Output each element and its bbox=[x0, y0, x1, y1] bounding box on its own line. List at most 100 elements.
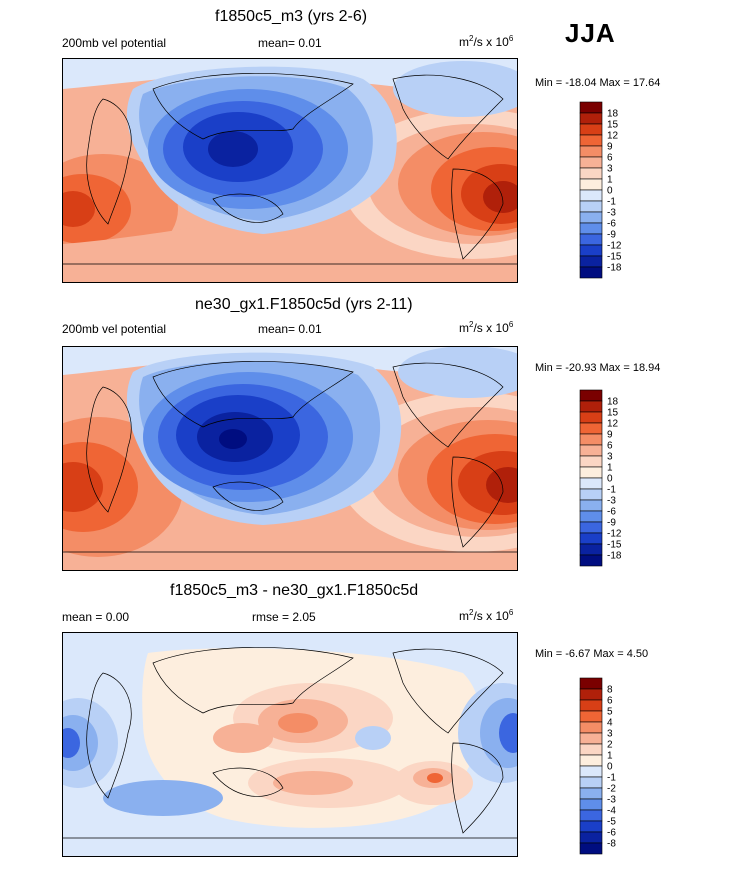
panel2-colorbar-tick-label: -9 bbox=[607, 518, 616, 529]
panel2-colorbar-tick-label: -15 bbox=[607, 540, 622, 551]
panel1-colorbar-tick-label: -15 bbox=[607, 252, 622, 263]
panel1-colorbar-tick-label: -1 bbox=[607, 197, 616, 208]
panel1-map bbox=[62, 58, 518, 283]
panel2-title: ne30_gx1.F1850c5d (yrs 2-11) bbox=[195, 296, 413, 313]
panel1-colorbar-tick-label: -9 bbox=[607, 230, 616, 241]
panel1-colorbar-swatch bbox=[579, 145, 603, 158]
panel3-colorbar-tick-label: 4 bbox=[607, 718, 613, 729]
panel1-minmax: Min = -18.04 Max = 17.64 bbox=[535, 77, 661, 89]
panel3-colorbar-swatch bbox=[579, 688, 603, 701]
panel2-colorbar-swatch bbox=[579, 488, 603, 501]
panel3-units: m2/s x 106 bbox=[459, 608, 514, 623]
panel3-colorbar-swatch bbox=[579, 787, 603, 800]
panel1-colorbar-tick-label: -18 bbox=[607, 263, 622, 274]
panel2-colorbar-swatch bbox=[579, 499, 603, 512]
panel2-colorbar-swatch bbox=[579, 532, 603, 545]
panel1-colorbar-tick-label: 9 bbox=[607, 142, 613, 153]
panel1-colorbar-swatch bbox=[579, 123, 603, 136]
panel3-minmax: Min = -6.67 Max = 4.50 bbox=[535, 648, 649, 660]
panel2-units: m2/s x 106 bbox=[459, 320, 514, 335]
panel2-colorbar-swatch bbox=[579, 554, 603, 567]
panel1-colorbar-swatch bbox=[579, 112, 603, 125]
panel2-colorbar-tick-label: -3 bbox=[607, 496, 616, 507]
panel2-minmax: Min = -20.93 Max = 18.94 bbox=[535, 362, 661, 374]
panel1-colorbar-swatch bbox=[579, 156, 603, 169]
season-label: JJA bbox=[565, 18, 616, 48]
panel1-colorbar-swatch bbox=[579, 233, 603, 246]
panel2-colorbar-swatch bbox=[579, 433, 603, 446]
panel2-colorbar-tick-label: -6 bbox=[607, 507, 616, 518]
panel1-colorbar-swatch bbox=[579, 189, 603, 202]
panel2-colorbar-swatch bbox=[579, 411, 603, 424]
panel2-colorbar-swatch bbox=[579, 543, 603, 556]
panel3-colorbar-tick-label: 6 bbox=[607, 696, 613, 707]
panel3-colorbar-swatch bbox=[579, 809, 603, 822]
panel3-colorbar-tick-label: -5 bbox=[607, 817, 616, 828]
panel3-colorbar-swatch bbox=[579, 732, 603, 745]
panel1-colorbar-swatch bbox=[579, 101, 603, 114]
panel3-title: f1850c5_m3 - ne30_gx1.F1850c5d bbox=[170, 582, 419, 599]
panel1-colorbar-tick-label: -12 bbox=[607, 241, 622, 252]
panel3-colorbar-tick-label: -4 bbox=[607, 806, 616, 817]
panel3-map bbox=[62, 632, 518, 857]
panel1-mean-label: mean= 0.01 bbox=[258, 36, 322, 50]
panel1-colorbar-swatch bbox=[579, 255, 603, 268]
panel1-colorbar-swatch bbox=[579, 244, 603, 257]
panel1-left-label: 200mb vel potential bbox=[62, 36, 167, 50]
panel3-colorbar-swatch bbox=[579, 842, 603, 855]
panel1-colorbar-tick-label: 15 bbox=[607, 120, 619, 131]
panel3-colorbar-tick-label: -3 bbox=[607, 795, 616, 806]
panel2-colorbar-tick-label: 9 bbox=[607, 430, 613, 441]
panel1-title: f1850c5_m3 (yrs 2-6) bbox=[215, 8, 368, 25]
panel2-colorbar-swatch bbox=[579, 422, 603, 435]
panel3-colorbar-tick-label: 5 bbox=[607, 707, 613, 718]
panel2-contour-field bbox=[63, 347, 517, 570]
panel1-colorbar-tick-label: -6 bbox=[607, 219, 616, 230]
panel3-colorbar-swatch bbox=[579, 776, 603, 789]
panel2-colorbar-swatch bbox=[579, 521, 603, 534]
panel3-colorbar-swatch bbox=[579, 743, 603, 756]
panel1-units: m2/s x 106 bbox=[459, 34, 514, 49]
panel1-colorbar-tick-label: 1 bbox=[607, 175, 613, 186]
panel1-colorbar-swatch bbox=[579, 134, 603, 147]
panel1-contour-field bbox=[63, 59, 517, 282]
panel2-colorbar-tick-label: -18 bbox=[607, 551, 622, 562]
panel2-colorbar-tick-label: 0 bbox=[607, 474, 613, 485]
panel1-colorbar-tick-label: -3 bbox=[607, 208, 616, 219]
panel1-colorbar-swatch bbox=[579, 211, 603, 224]
panel2-colorbar-swatch bbox=[579, 477, 603, 490]
panel1-colorbar-tick-label: 0 bbox=[607, 186, 613, 197]
panel3-colorbar-tick-label: 1 bbox=[607, 751, 613, 762]
panel3-colorbar-tick-label: -8 bbox=[607, 839, 616, 850]
panel2-colorbar-swatch bbox=[579, 389, 603, 402]
panel1-colorbar-tick-label: 3 bbox=[607, 164, 613, 175]
panel3-colorbar-swatch bbox=[579, 754, 603, 767]
panel3-colorbar-swatch bbox=[579, 677, 603, 690]
panel1-colorbar-swatch bbox=[579, 200, 603, 213]
panel2-colorbar-swatch bbox=[579, 455, 603, 468]
panel3-colorbar-tick-label: 0 bbox=[607, 762, 613, 773]
panel1-colorbar-swatch bbox=[579, 222, 603, 235]
panel3-contour-field bbox=[63, 633, 517, 856]
panel2-colorbar-swatch bbox=[579, 466, 603, 479]
panel1-colorbar-swatch bbox=[579, 167, 603, 180]
panel2-colorbar-swatch bbox=[579, 444, 603, 457]
panel3-colorbar-swatch bbox=[579, 721, 603, 734]
panel1-colorbar-tick-label: 18 bbox=[607, 109, 619, 120]
panel3-colorbar-tick-label: -6 bbox=[607, 828, 616, 839]
panel3-colorbar-swatch bbox=[579, 831, 603, 844]
panel2-colorbar-tick-label: 15 bbox=[607, 408, 619, 419]
panel3-colorbar-tick-label: 2 bbox=[607, 740, 613, 751]
panel2-left-label: 200mb vel potential bbox=[62, 322, 167, 336]
panel1-colorbar-tick-label: 12 bbox=[607, 131, 619, 142]
panel3-colorbar-tick-label: -1 bbox=[607, 773, 616, 784]
panel2-colorbar-swatch bbox=[579, 510, 603, 523]
panel3-colorbar-swatch bbox=[579, 699, 603, 712]
panel2-colorbar-tick-label: -1 bbox=[607, 485, 616, 496]
panel2-map bbox=[62, 346, 518, 571]
panel2-colorbar-tick-label: 18 bbox=[607, 397, 619, 408]
panel3-colorbar-swatch bbox=[579, 820, 603, 833]
panel3-rmse-label: rmse = 2.05 bbox=[252, 610, 316, 624]
